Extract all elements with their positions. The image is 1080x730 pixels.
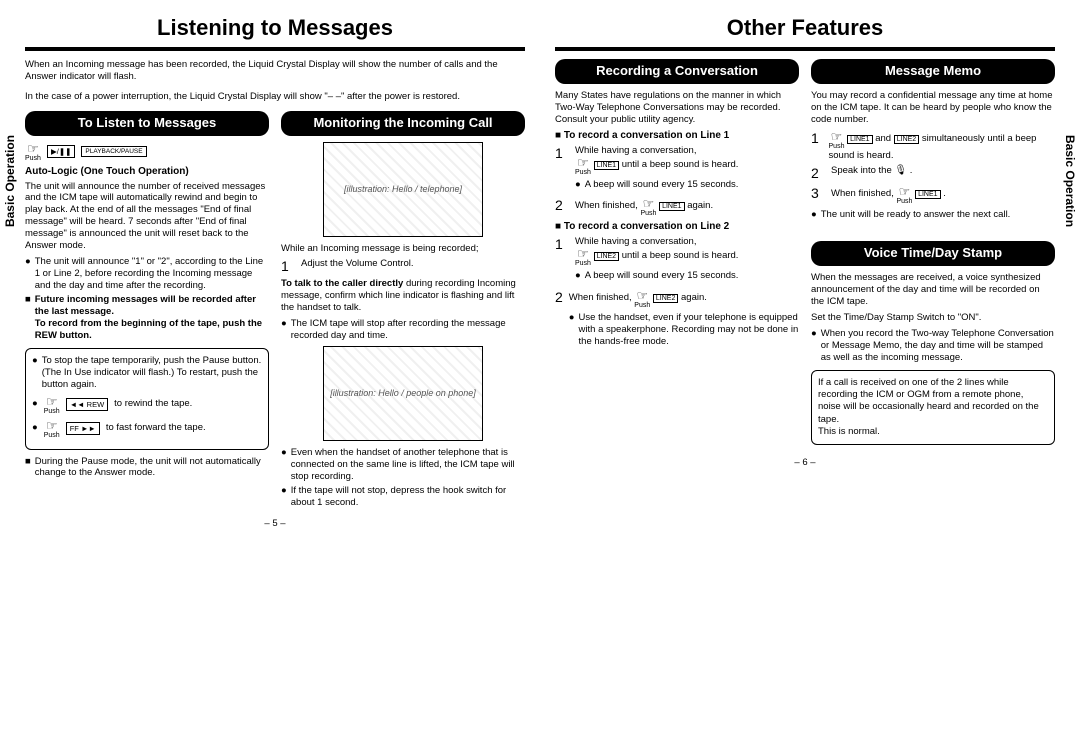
ff-button: FF ►► <box>66 422 100 436</box>
memo-intro: You may record a confidential message an… <box>811 90 1055 126</box>
box-top-text: To stop the tape temporarily, push the P… <box>42 355 262 391</box>
push-icon: ☞Push <box>25 142 41 162</box>
left-page: Basic Operation Listening to Messages Wh… <box>25 15 525 715</box>
rec-l1-s2: 2 When finished, ☞Push LINE1 again. <box>555 197 799 217</box>
intro-text-1: When an Incoming message has been record… <box>25 59 525 83</box>
auto-logic-title: Auto-Logic (One Touch Operation) <box>25 166 269 177</box>
left-page-number: – 5 – <box>25 518 525 529</box>
memo-s2: 2 Speak into the 🎙 . <box>811 165 1055 181</box>
right-columns: Recording a Conversation Many States hav… <box>555 59 1055 451</box>
memo-s1: 1 ☞Push LINE1 and LINE2 simultaneously u… <box>811 130 1055 161</box>
right-page-number: – 6 – <box>555 457 1055 468</box>
monitor-caption: While an Incoming message is being recor… <box>281 243 525 255</box>
monitor-illustration-1: [illustration: Hello / telephone] <box>323 142 483 237</box>
ff-text: to fast forward the tape. <box>106 422 206 434</box>
rew-text: to rewind the tape. <box>114 398 192 410</box>
title-rule <box>25 47 525 51</box>
right-page-title: Other Features <box>555 15 1055 41</box>
monitor-b1: ●The ICM tape will stop after recording … <box>281 318 525 342</box>
rew-row: ● ☞Push ◄◄ REW to rewind the tape. <box>32 395 262 415</box>
tape-control-box: ●To stop the tape temporarily, push the … <box>25 348 269 450</box>
intro-text-2: In the case of a power interruption, the… <box>25 91 525 103</box>
mic-icon: 🎙 <box>894 165 907 176</box>
playback-icon-row: ☞Push ▶/❚❚ PLAYBACK/PAUSE <box>25 142 269 162</box>
stamp-note-box: If a call is received on one of the 2 li… <box>811 370 1055 446</box>
recording-intro: Many States have regulations on the mann… <box>555 90 799 126</box>
left-columns: To Listen to Messages ☞Push ▶/❚❚ PLAYBAC… <box>25 111 525 513</box>
rec-l2-s2: 2 When finished, ☞Push LINE2 again. ●Use… <box>555 289 799 351</box>
rec-l2-s1: 1 While having a conversation, ☞Push LIN… <box>555 236 799 285</box>
memo-s3: 3 When finished, ☞Push LINE1 . <box>811 185 1055 205</box>
monitor-b2: ●Even when the handset of another teleph… <box>281 447 525 483</box>
memo-stamp-column: Message Memo You may record a confidenti… <box>811 59 1055 451</box>
side-label-right: Basic Operation <box>1063 135 1077 227</box>
listen-column: To Listen to Messages ☞Push ▶/❚❚ PLAYBAC… <box>25 111 269 513</box>
ff-row: ● ☞Push FF ►► to fast forward the tape. <box>32 419 262 439</box>
title-rule-right <box>555 47 1055 51</box>
auto-logic-body: The unit will announce the number of rec… <box>25 181 269 252</box>
line2-title: To record a conversation on Line 2 <box>555 221 799 232</box>
playback-text: PLAYBACK/PAUSE <box>81 146 146 157</box>
stamp-heading: Voice Time/Day Stamp <box>811 241 1055 266</box>
monitor-illustration-2: [illustration: Hello / people on phone] <box>323 346 483 441</box>
listen-bullet-1: ●The unit will announce "1" or "2", acco… <box>25 256 269 292</box>
recording-heading: Recording a Conversation <box>555 59 799 84</box>
stamp-b1: ●When you record the Two-way Telephone C… <box>811 328 1055 364</box>
stamp-p2: Set the Time/Day Stamp Switch to "ON". <box>811 312 1055 324</box>
recording-column: Recording a Conversation Many States hav… <box>555 59 799 451</box>
playback-button-label: ▶/❚❚ <box>47 145 75 158</box>
monitor-heading: Monitoring the Incoming Call <box>281 111 525 136</box>
side-label-left: Basic Operation <box>3 135 17 227</box>
memo-b1: ●The unit will be ready to answer the ne… <box>811 209 1055 221</box>
listen-heading: To Listen to Messages <box>25 111 269 136</box>
manual-spread: Basic Operation Listening to Messages Wh… <box>25 15 1055 715</box>
right-page: Basic Operation Other Features Recording… <box>555 15 1055 715</box>
monitor-b3: ●If the tape will not stop, depress the … <box>281 485 525 509</box>
line1-title: To record a conversation on Line 1 <box>555 130 799 141</box>
left-page-title: Listening to Messages <box>25 15 525 41</box>
monitor-column: Monitoring the Incoming Call [illustrati… <box>281 111 525 513</box>
monitor-talk: To talk to the caller directly during re… <box>281 278 525 314</box>
pause-note: ■During the Pause mode, the unit will no… <box>25 456 269 480</box>
listen-bullet-2: ■Future incoming messages will be record… <box>25 294 269 342</box>
rec-l1-s1: 1 While having a conversation, ☞Push LIN… <box>555 145 799 194</box>
stamp-p1: When the messages are received, a voice … <box>811 272 1055 308</box>
rew-button: ◄◄ REW <box>66 398 108 412</box>
memo-heading: Message Memo <box>811 59 1055 84</box>
monitor-step-1: 1Adjust the Volume Control. <box>281 258 525 274</box>
